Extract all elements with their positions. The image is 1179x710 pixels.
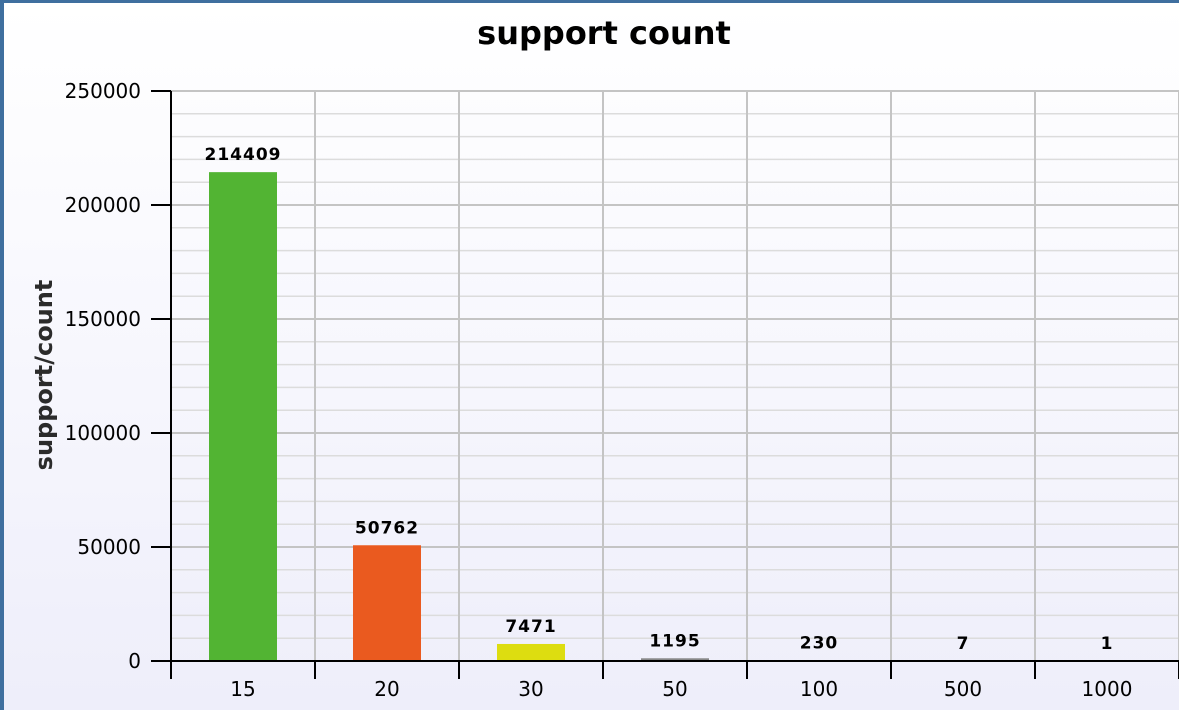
chart-title: support count [477,14,731,52]
bar-15 [209,172,277,662]
x-tick-label: 1000 [1082,677,1133,701]
y-tick-label: 150000 [65,307,141,331]
x-tick-label: 50 [662,677,687,701]
chart-axes [170,91,1179,679]
x-tick-label: 500 [944,677,982,701]
bar-series [209,172,1141,662]
major-gridlines [171,90,1179,661]
y-tick-label: 0 [128,649,141,673]
x-tick-label: 15 [230,677,255,701]
data-label-100: 230 [800,633,839,653]
y-tick-label: 250000 [65,79,141,103]
data-label-1000: 1 [1101,634,1114,654]
data-label-15: 214409 [205,145,282,165]
bar-50 [641,658,709,661]
data-label-500: 7 [957,634,970,654]
y-tick-label: 50000 [77,535,141,559]
x-tick-label: 20 [374,677,399,701]
data-label-30: 7471 [505,617,556,637]
x-axis-ticks: 15 20 30 50 100 500 1000 [230,661,1179,701]
bar-20 [353,545,421,661]
minor-gridlines [171,113,1179,639]
y-axis-ticks: 0 50000 100000 150000 200000 250000 [65,79,171,673]
data-labels: 214409 50762 7471 1195 230 7 1 [205,145,1114,654]
x-tick-label: 30 [518,677,543,701]
x-tick-label: 100 [800,677,838,701]
y-tick-label: 200000 [65,193,141,217]
bar-30 [497,643,565,661]
y-tick-label: 100000 [65,421,141,445]
data-label-50: 1195 [649,631,700,651]
data-label-20: 50762 [355,518,419,538]
